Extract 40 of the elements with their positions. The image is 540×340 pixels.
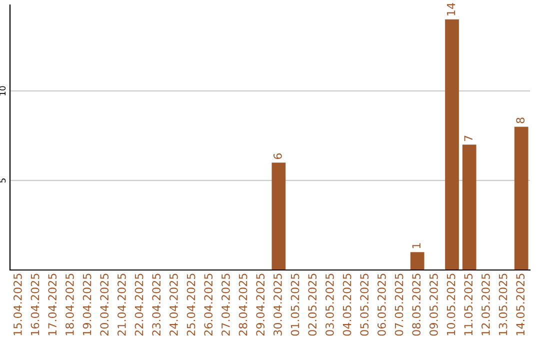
x-tick-label: 16.04.2025 <box>30 274 40 336</box>
x-tick-label: 07.05.2025 <box>394 274 404 336</box>
x-tick-label: 22.04.2025 <box>134 274 144 336</box>
bar <box>445 19 459 270</box>
bar <box>514 126 528 270</box>
x-tick-label: 28.04.2025 <box>238 274 248 336</box>
x-tick-label: 02.05.2025 <box>308 274 317 336</box>
x-tick-label: 15.04.2025 <box>13 274 22 336</box>
x-tick-label: 23.04.2025 <box>152 274 161 336</box>
data-label: 6 <box>273 153 282 160</box>
x-tick-label: 21.04.2025 <box>117 274 126 336</box>
bar <box>272 162 286 270</box>
x-tick-label: 26.04.2025 <box>204 274 213 336</box>
x-tick-label: 08.05.2025 <box>412 274 421 336</box>
x-tick-label: 20.04.2025 <box>100 274 109 336</box>
x-tick-label: 06.05.2025 <box>377 274 386 336</box>
x-tick-label: 11.05.2025 <box>464 274 473 336</box>
x-tick-label: 29.04.2025 <box>256 274 265 336</box>
x-tick-label: 18.04.2025 <box>65 274 74 336</box>
x-tick-label: 13.05.2025 <box>498 274 508 336</box>
bar <box>410 252 424 270</box>
data-label: 8 <box>516 118 525 124</box>
x-tick-label: 17.04.2025 <box>48 274 57 336</box>
data-label: 7 <box>464 136 472 141</box>
x-tick-label: 19.04.2025 <box>82 274 92 336</box>
data-label: 1 <box>412 243 420 248</box>
x-tick-label: 03.05.2025 <box>325 274 334 336</box>
x-tick-label: 24.04.2025 <box>169 274 178 336</box>
x-tick-label: 05.05.2025 <box>360 274 369 336</box>
x-tick-label: 10.05.2025 <box>446 274 456 336</box>
x-tick-label: 25.04.2025 <box>186 274 196 336</box>
x-tick-label: 30.04.2025 <box>273 274 282 336</box>
x-tick-label: 09.05.2025 <box>429 274 438 336</box>
x-tick-label: 12.05.2025 <box>481 274 490 336</box>
x-tick-label: 27.04.2025 <box>221 274 230 336</box>
data-label: 14 <box>446 3 456 16</box>
x-tick-label: 01.05.2025 <box>290 274 300 336</box>
bar <box>462 144 476 270</box>
x-tick-label: 14.05.2025 <box>516 274 525 336</box>
x-tick-label: 04.05.2025 <box>342 274 352 336</box>
